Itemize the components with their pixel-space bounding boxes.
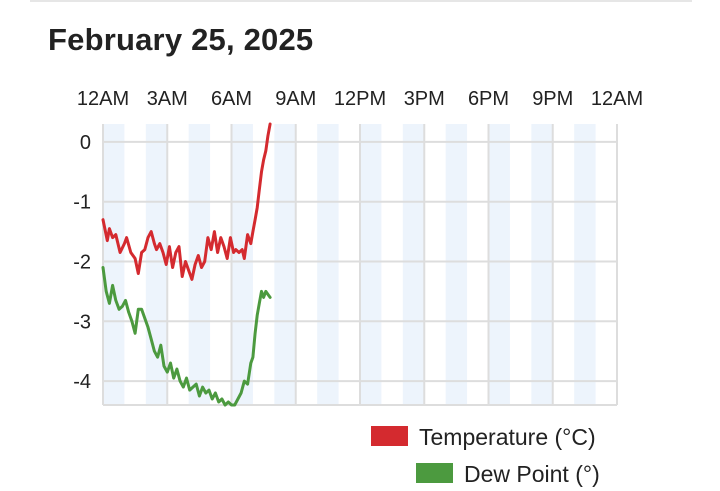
y-axis-ticks: 0 -1 -2 -3 -4	[73, 132, 91, 393]
hour-band	[488, 124, 510, 405]
y-tick-label: -1	[73, 192, 91, 214]
x-tick-label: 12AM	[77, 88, 129, 110]
legend-label-temperature: Temperature (°C)	[419, 424, 596, 450]
legend-swatch-dew-point	[416, 463, 453, 483]
chart-legend: Temperature (°C) Dew Point (°)	[371, 424, 600, 487]
y-tick-label: -3	[73, 311, 91, 333]
x-tick-label: 6AM	[211, 88, 252, 110]
series-lines	[101, 122, 272, 407]
hour-band	[103, 124, 125, 405]
hour-band	[274, 124, 296, 405]
x-tick-label: 9AM	[275, 88, 316, 110]
x-tick-label: 6PM	[468, 88, 509, 110]
temperature-line	[101, 122, 272, 281]
dew-point-line	[101, 266, 272, 407]
x-tick-label: 9PM	[532, 88, 573, 110]
top-divider	[30, 0, 692, 2]
hour-bands	[103, 124, 596, 405]
legend-label-dew-point: Dew Point (°)	[464, 461, 600, 487]
x-tick-label: 3PM	[404, 88, 445, 110]
y-tick-label: -2	[73, 252, 91, 274]
hour-band	[531, 124, 553, 405]
hour-band	[402, 124, 425, 405]
y-tick-label: 0	[80, 132, 91, 154]
y-tick-label: -4	[73, 371, 91, 393]
hour-band	[360, 124, 382, 405]
legend-swatch-temperature	[371, 426, 408, 446]
page-title: February 25, 2025	[48, 22, 314, 57]
hour-band	[231, 124, 253, 405]
hour-band	[445, 124, 468, 405]
x-tick-label: 3AM	[147, 88, 188, 110]
x-tick-label: 12PM	[334, 88, 386, 110]
hour-band	[574, 124, 596, 405]
x-axis-ticks: 12AM 3AM 6AM 9AM 12PM 3PM 6PM 9PM 12AM	[77, 88, 643, 110]
x-tick-label: 12AM	[591, 88, 643, 110]
hour-band	[317, 124, 339, 405]
